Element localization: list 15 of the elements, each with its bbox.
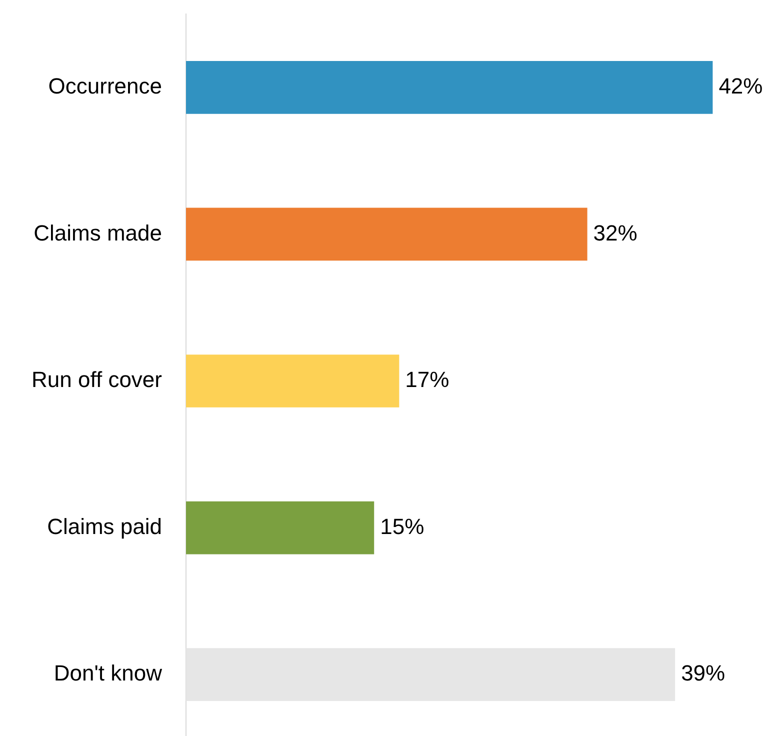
bar [186, 354, 400, 408]
y-tick-label: Claims paid [47, 514, 162, 539]
bar [186, 501, 374, 554]
y-tick-label: Don't know [54, 660, 162, 686]
bar [186, 208, 588, 261]
bar [186, 648, 676, 702]
data-label: 39% [681, 660, 726, 686]
y-tick-label: Run off cover [32, 367, 162, 392]
data-label: 42% [718, 73, 763, 98]
data-label: 32% [593, 220, 638, 246]
y-tick-label: Occurrence [48, 73, 162, 98]
y-tick-label: Claims made [34, 220, 162, 246]
data-label: 17% [405, 367, 450, 392]
data-label: 15% [380, 514, 424, 539]
bar [186, 60, 713, 114]
